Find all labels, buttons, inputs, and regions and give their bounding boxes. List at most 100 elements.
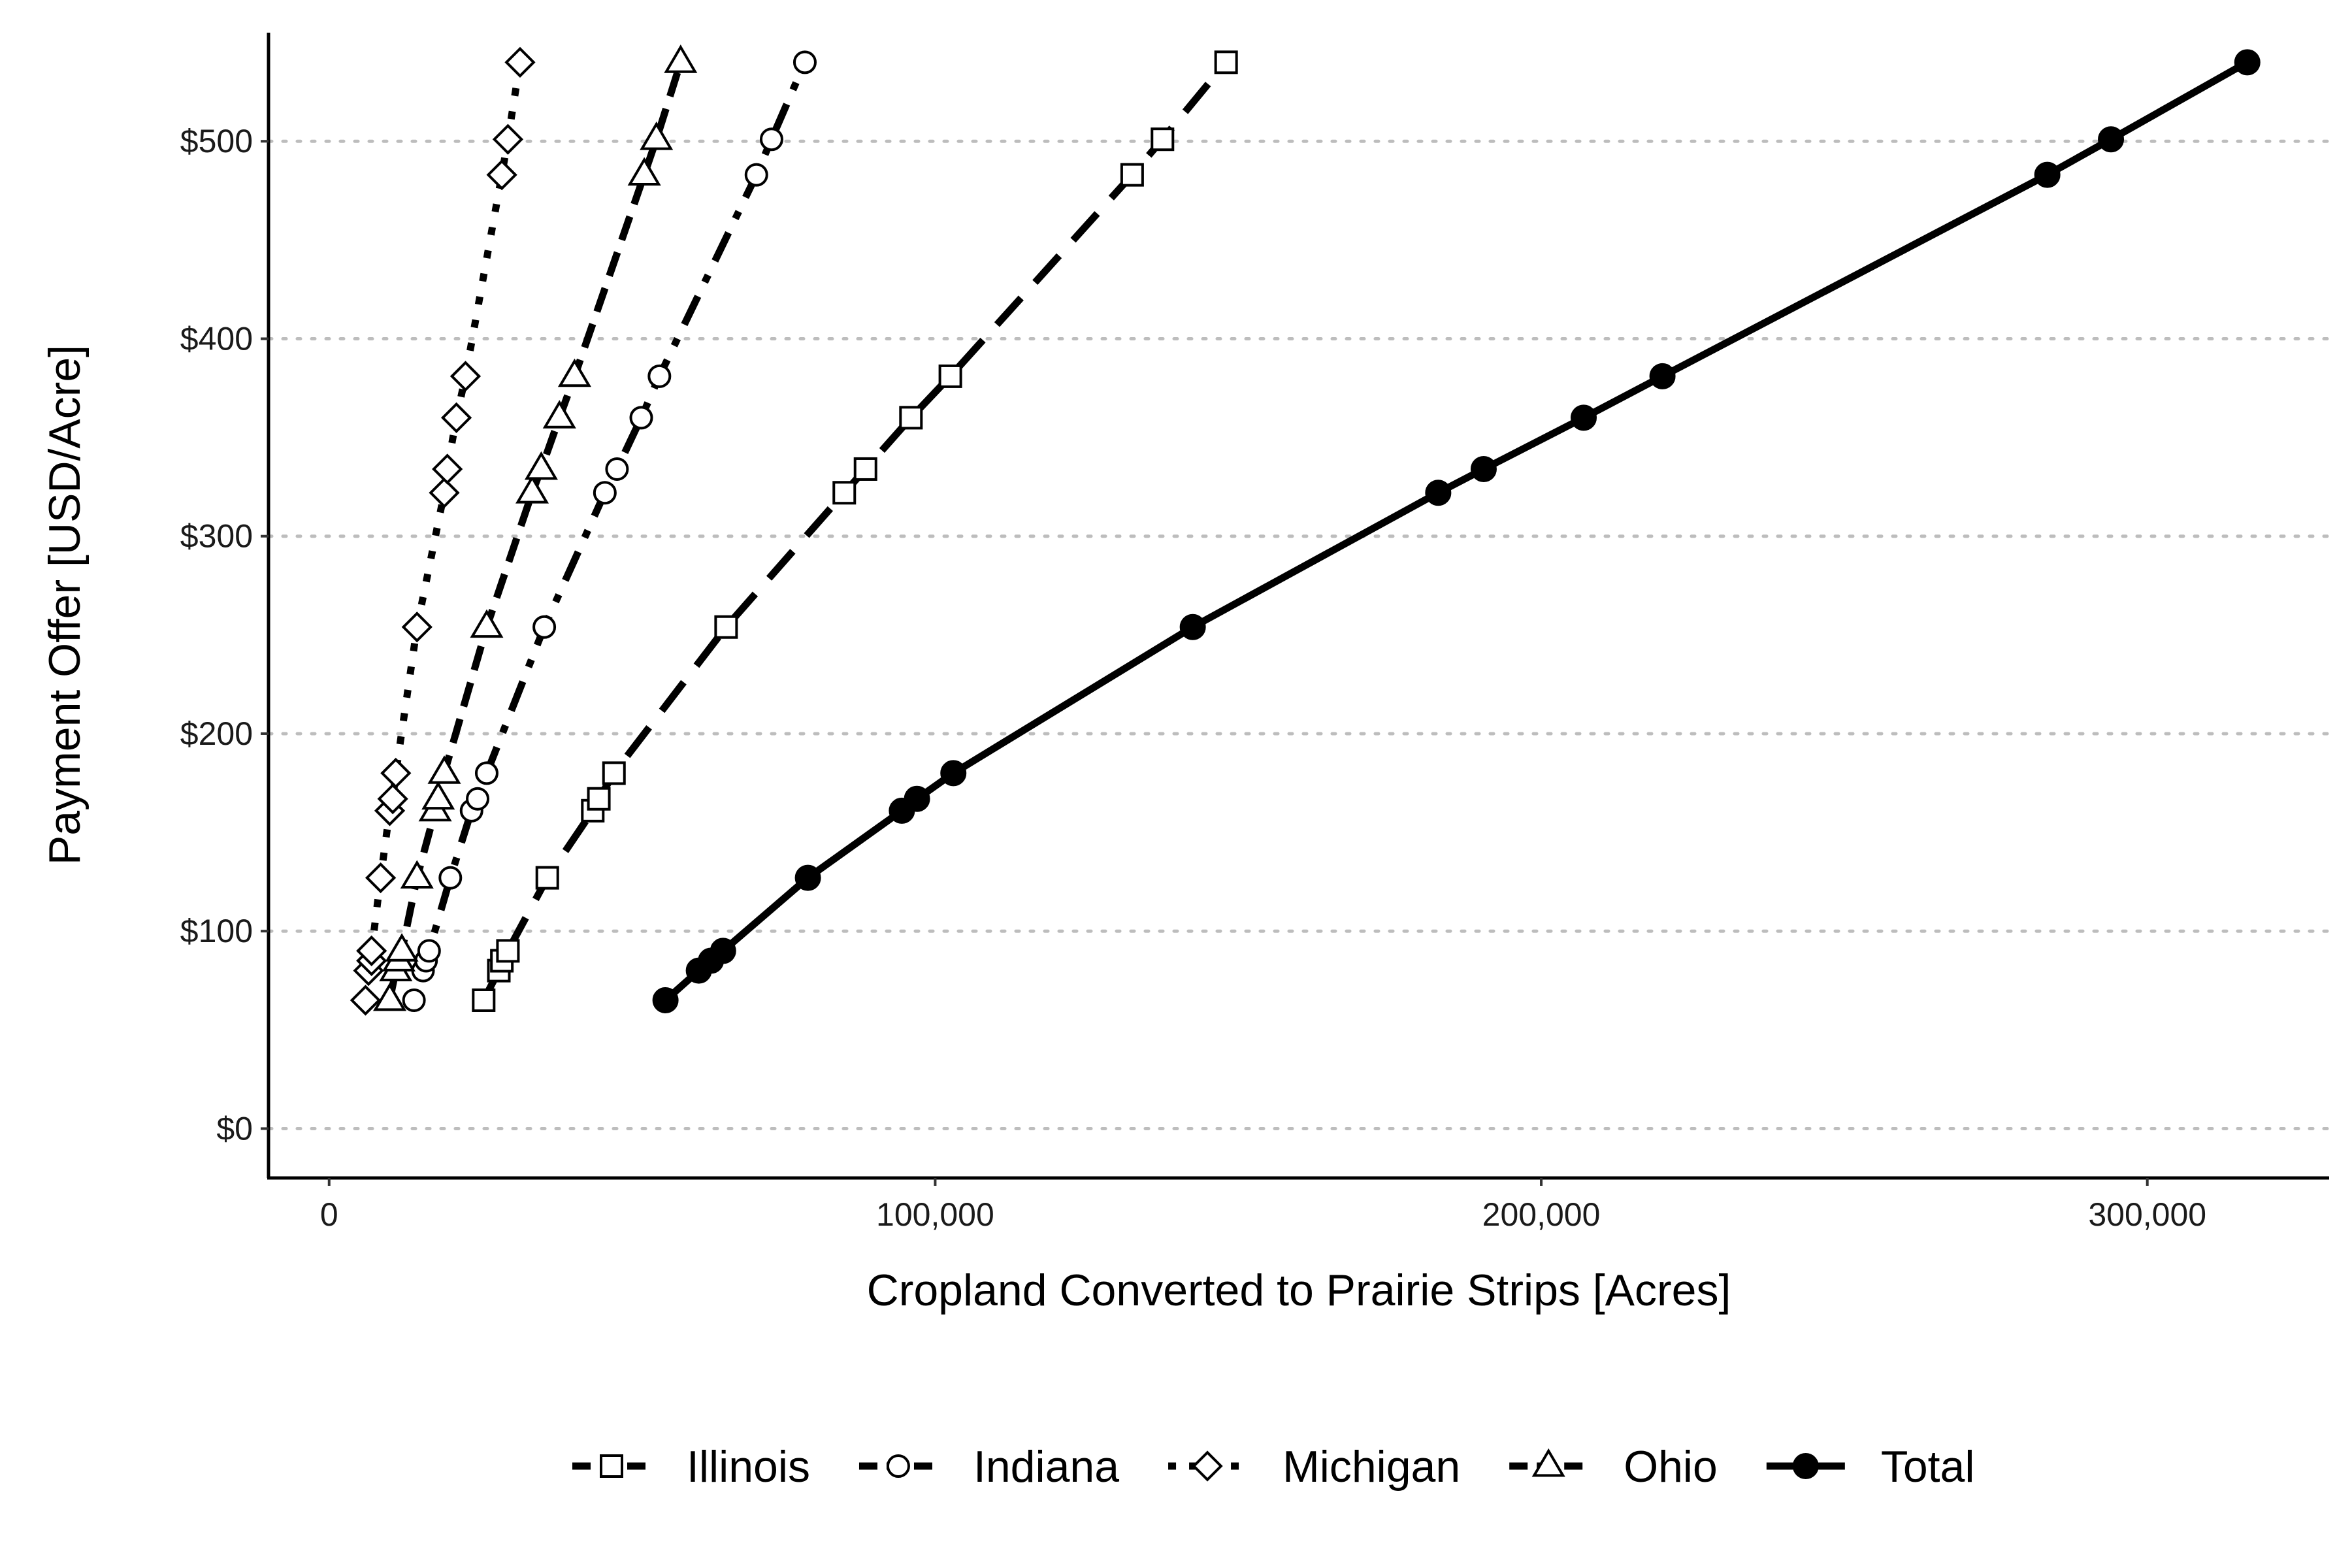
ticks: $0 $100 $200 $300 $400 $500 0 100,000 200,000 300…	[180, 123, 2206, 1233]
y-tick-label-2: $200	[180, 715, 253, 752]
data-point-indiana-6	[466, 787, 490, 811]
data-point-illinois-4	[535, 866, 559, 890]
data-point-indiana-3	[417, 939, 441, 963]
data-point-total-11	[1570, 404, 1597, 431]
series-layer	[350, 44, 2261, 1016]
series-line-michigan	[361, 61, 524, 1001]
legend-label-ohio: Ohio	[1624, 1442, 1718, 1492]
data-point-total-12	[1649, 363, 1676, 389]
legend-item-ohio: Ohio	[1509, 1442, 1718, 1492]
x-axis-title: Cropland Converted to Prairie Strips [Ac…	[867, 1266, 1731, 1315]
data-point-michigan-9	[429, 477, 460, 508]
data-point-illinois-7	[602, 761, 626, 785]
data-point-michigan-15	[504, 46, 536, 78]
data-point-total-3	[710, 938, 736, 964]
data-point-michigan-13	[486, 159, 517, 191]
data-point-ohio-13	[627, 157, 661, 186]
data-point-illinois-8	[714, 615, 738, 639]
legend-label-indiana: Indiana	[973, 1442, 1119, 1492]
data-point-ohio-0	[372, 982, 407, 1011]
series-total	[652, 49, 2261, 1013]
data-point-ohio-10	[524, 451, 558, 480]
data-point-michigan-7	[380, 757, 412, 789]
data-point-indiana-12	[647, 364, 672, 388]
data-point-indiana-10	[605, 457, 629, 481]
series-line-illinois	[480, 59, 1229, 1002]
data-point-michigan-14	[492, 123, 524, 155]
y-tick-label-5: $500	[180, 123, 253, 159]
legend-item-illinois: Illinois	[572, 1442, 810, 1492]
data-point-indiana-14	[759, 127, 783, 152]
data-point-total-10	[1470, 455, 1497, 482]
data-point-total-0	[652, 987, 679, 1013]
data-point-indiana-0	[402, 988, 426, 1012]
axes	[267, 33, 2329, 1180]
x-tick-label-3: 300,000	[2088, 1196, 2206, 1233]
legend-key-marker-illinois	[600, 1454, 623, 1478]
y-tick-label-1: $100	[180, 913, 253, 949]
data-point-ohio-4	[400, 860, 434, 889]
data-point-total-4	[794, 864, 821, 891]
legend-label-michigan: Michigan	[1282, 1442, 1460, 1492]
legend-key-marker-michigan	[1192, 1450, 1223, 1482]
series-indiana	[402, 50, 817, 1012]
data-point-michigan-0	[350, 985, 382, 1016]
data-point-ohio-14	[640, 122, 674, 150]
data-point-total-14	[2098, 126, 2125, 153]
legend-item-total: Total	[1766, 1442, 1975, 1492]
series-illinois	[472, 50, 1238, 1012]
data-point-michigan-11	[440, 402, 472, 433]
legend-item-indiana: Indiana	[858, 1442, 1119, 1492]
series-line-indiana	[410, 61, 809, 1002]
y-axis-title: Payment Offer [USD/Acre]	[40, 345, 90, 865]
data-point-total-9	[1425, 480, 1452, 506]
data-point-total-13	[2034, 161, 2061, 188]
x-tick-label-1: 100,000	[876, 1196, 994, 1233]
x-tick-label-0: 0	[320, 1196, 338, 1233]
y-tick-label-0: $0	[216, 1110, 253, 1147]
data-point-ohio-8	[470, 609, 504, 638]
data-point-indiana-15	[792, 50, 817, 74]
series-ohio	[372, 44, 698, 1011]
data-point-michigan-10	[432, 453, 463, 485]
data-point-indiana-13	[744, 163, 768, 187]
y-tick-label-3: $300	[180, 518, 253, 555]
data-point-michigan-6	[377, 783, 408, 815]
data-point-illinois-10	[853, 457, 877, 481]
legend-label-total: Total	[1881, 1442, 1975, 1492]
legend-key-marker-total	[1792, 1453, 1819, 1479]
data-point-ohio-6	[421, 781, 455, 810]
data-point-indiana-11	[629, 406, 653, 430]
data-point-illinois-15	[1214, 50, 1238, 74]
legend-item-michigan: Michigan	[1168, 1442, 1460, 1492]
data-point-illinois-6	[587, 787, 611, 811]
x-tick-label-2: 200,000	[1482, 1196, 1601, 1233]
data-point-illinois-14	[1151, 127, 1175, 152]
data-point-michigan-12	[449, 361, 482, 392]
data-point-total-15	[2234, 49, 2261, 76]
gridlines	[267, 139, 2331, 1130]
data-point-illinois-3	[496, 939, 520, 963]
data-point-total-8	[1179, 613, 1206, 640]
data-point-total-7	[940, 760, 967, 787]
legend-key-marker-indiana	[886, 1454, 910, 1478]
data-point-illinois-0	[472, 988, 496, 1012]
data-point-illinois-9	[832, 481, 857, 505]
legend-key-marker-ohio	[1531, 1448, 1565, 1477]
data-point-illinois-12	[938, 364, 962, 388]
data-point-ohio-12	[557, 358, 591, 387]
series-line-total	[662, 59, 2249, 1004]
data-point-indiana-7	[474, 761, 498, 785]
data-point-indiana-4	[438, 866, 463, 890]
data-point-michigan-4	[365, 862, 397, 894]
data-point-indiana-8	[532, 615, 557, 639]
data-point-indiana-9	[593, 481, 617, 505]
data-point-illinois-11	[899, 406, 923, 430]
data-point-ohio-9	[515, 475, 549, 504]
data-point-total-6	[904, 785, 930, 812]
legend-label-illinois: Illinois	[687, 1442, 810, 1492]
data-point-ohio-11	[542, 400, 576, 429]
series-michigan	[350, 46, 536, 1016]
data-point-ohio-15	[664, 44, 698, 73]
